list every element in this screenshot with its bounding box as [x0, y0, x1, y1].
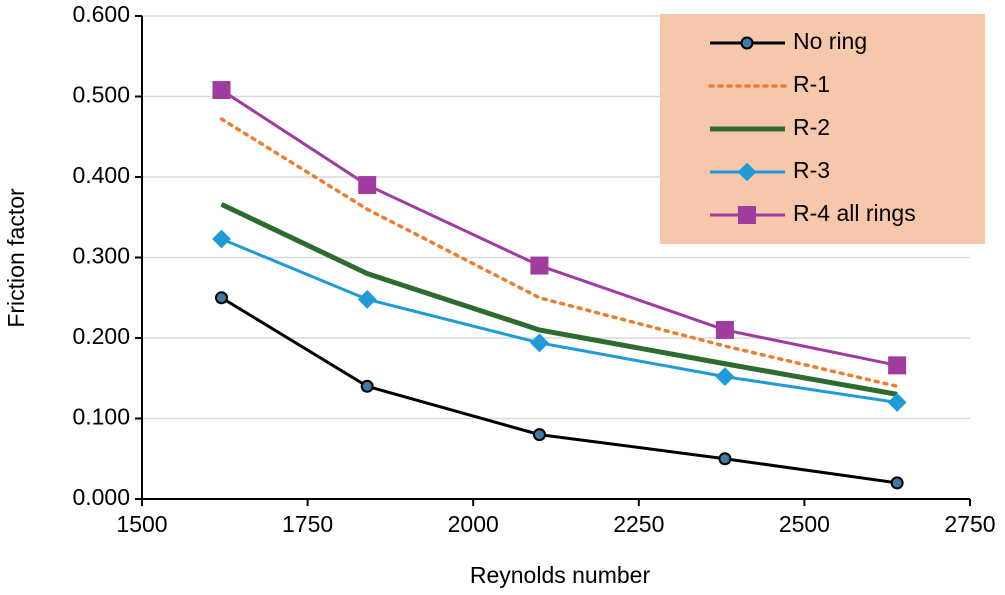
point [212, 229, 231, 249]
x-tick-label: 1500 [116, 511, 167, 537]
y-tick-label: 0.000 [72, 484, 130, 510]
point [715, 367, 735, 387]
legend-label: R-2 [793, 114, 830, 140]
x-tick-label: 2750 [944, 511, 995, 537]
y-axis-label: Friction factor [3, 188, 29, 328]
x-tick-label: 1750 [282, 511, 333, 537]
point [532, 428, 546, 442]
y-tick-label: 0.600 [72, 1, 130, 27]
legend-marker [737, 162, 757, 182]
point [212, 81, 231, 100]
y-tick-label: 0.300 [72, 243, 130, 269]
point [718, 452, 732, 466]
x-tick-label: 2250 [613, 511, 664, 537]
series-line [220, 202, 898, 397]
point [890, 476, 904, 490]
point [715, 320, 734, 339]
point [358, 176, 377, 195]
point [530, 256, 549, 275]
y-tick-label: 0.500 [72, 82, 130, 108]
y-tick-label: 0.100 [72, 404, 130, 430]
y-tick-label: 0.400 [72, 162, 130, 188]
x-axis-label: Reynolds number [470, 562, 651, 588]
point [357, 289, 377, 309]
legend-marker [738, 206, 756, 224]
x-tick-label: 2000 [448, 511, 499, 537]
point [530, 333, 549, 353]
legend-label: R-3 [793, 157, 830, 183]
y-tick-label: 0.200 [72, 323, 130, 349]
legend-label: R-1 [793, 71, 830, 97]
series-line [219, 117, 899, 389]
point [888, 356, 907, 375]
x-tick-label: 2500 [779, 511, 830, 537]
point [887, 392, 907, 412]
legend-label: R-4 all rings [793, 200, 916, 226]
series-line [220, 296, 898, 485]
point [214, 291, 228, 305]
legend-marker [740, 36, 754, 50]
point [360, 379, 374, 393]
legend-label: No ring [793, 28, 867, 54]
